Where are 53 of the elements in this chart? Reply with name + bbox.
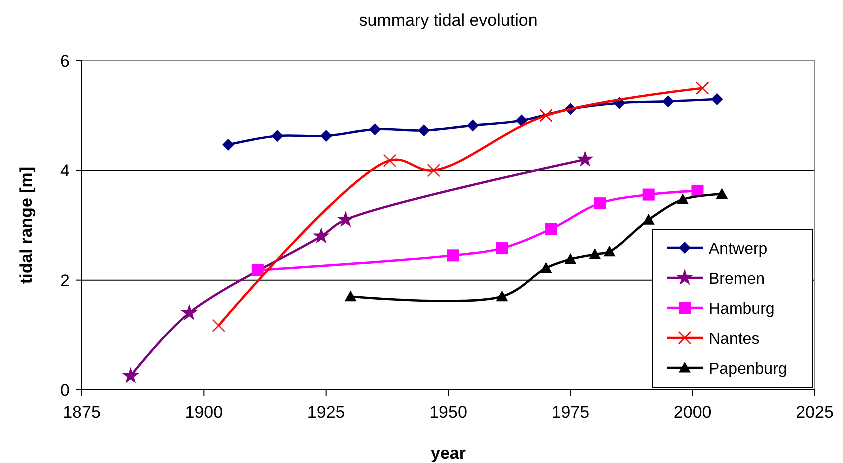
point — [320, 130, 332, 142]
point — [516, 114, 528, 127]
point — [496, 242, 508, 255]
legend-label: Nantes — [709, 331, 760, 348]
point — [496, 290, 508, 302]
point — [222, 138, 235, 151]
point — [427, 164, 440, 178]
point — [576, 150, 594, 167]
point — [383, 154, 397, 168]
y-tick-label: 6 — [60, 52, 70, 71]
point — [545, 223, 558, 236]
point — [418, 124, 430, 137]
point — [252, 264, 264, 276]
point — [540, 262, 552, 274]
point — [594, 198, 606, 210]
legend-label: Papenburg — [709, 361, 788, 378]
point — [642, 188, 655, 201]
point — [122, 367, 140, 384]
point — [604, 246, 616, 257]
point — [716, 188, 728, 200]
point — [212, 319, 226, 332]
point — [696, 82, 710, 96]
legend-label: Bremen — [709, 271, 766, 288]
x-tick-label: 1975 — [552, 403, 590, 422]
y-axis-title: tidal range [m] — [17, 166, 36, 284]
point — [677, 194, 690, 205]
point — [589, 248, 602, 260]
point — [564, 253, 577, 264]
point — [711, 93, 724, 106]
point — [312, 228, 330, 244]
legend-label: Antwerp — [709, 241, 768, 258]
point — [337, 211, 354, 228]
point — [344, 290, 357, 302]
point — [540, 109, 553, 122]
x-tick-label: 1875 — [63, 403, 101, 422]
chart-title: summary tidal evolution — [359, 11, 538, 30]
x-tick-label: 1925 — [307, 403, 346, 422]
x-axis-title: year — [431, 444, 466, 463]
point — [662, 96, 674, 108]
y-tick-label: 0 — [60, 381, 70, 400]
x-tick-label: 1900 — [185, 403, 224, 422]
point — [642, 214, 655, 225]
y-tick-label: 2 — [60, 271, 70, 290]
x-tick-label: 2025 — [796, 403, 834, 422]
x-tick-label: 2000 — [674, 403, 712, 422]
legend-label: Hamburg — [709, 301, 775, 318]
y-tick-label: 4 — [60, 162, 70, 181]
point — [180, 304, 198, 320]
point — [369, 124, 382, 136]
point — [466, 120, 479, 132]
point — [271, 130, 284, 142]
point — [447, 250, 460, 262]
x-tick-label: 1950 — [430, 403, 468, 422]
